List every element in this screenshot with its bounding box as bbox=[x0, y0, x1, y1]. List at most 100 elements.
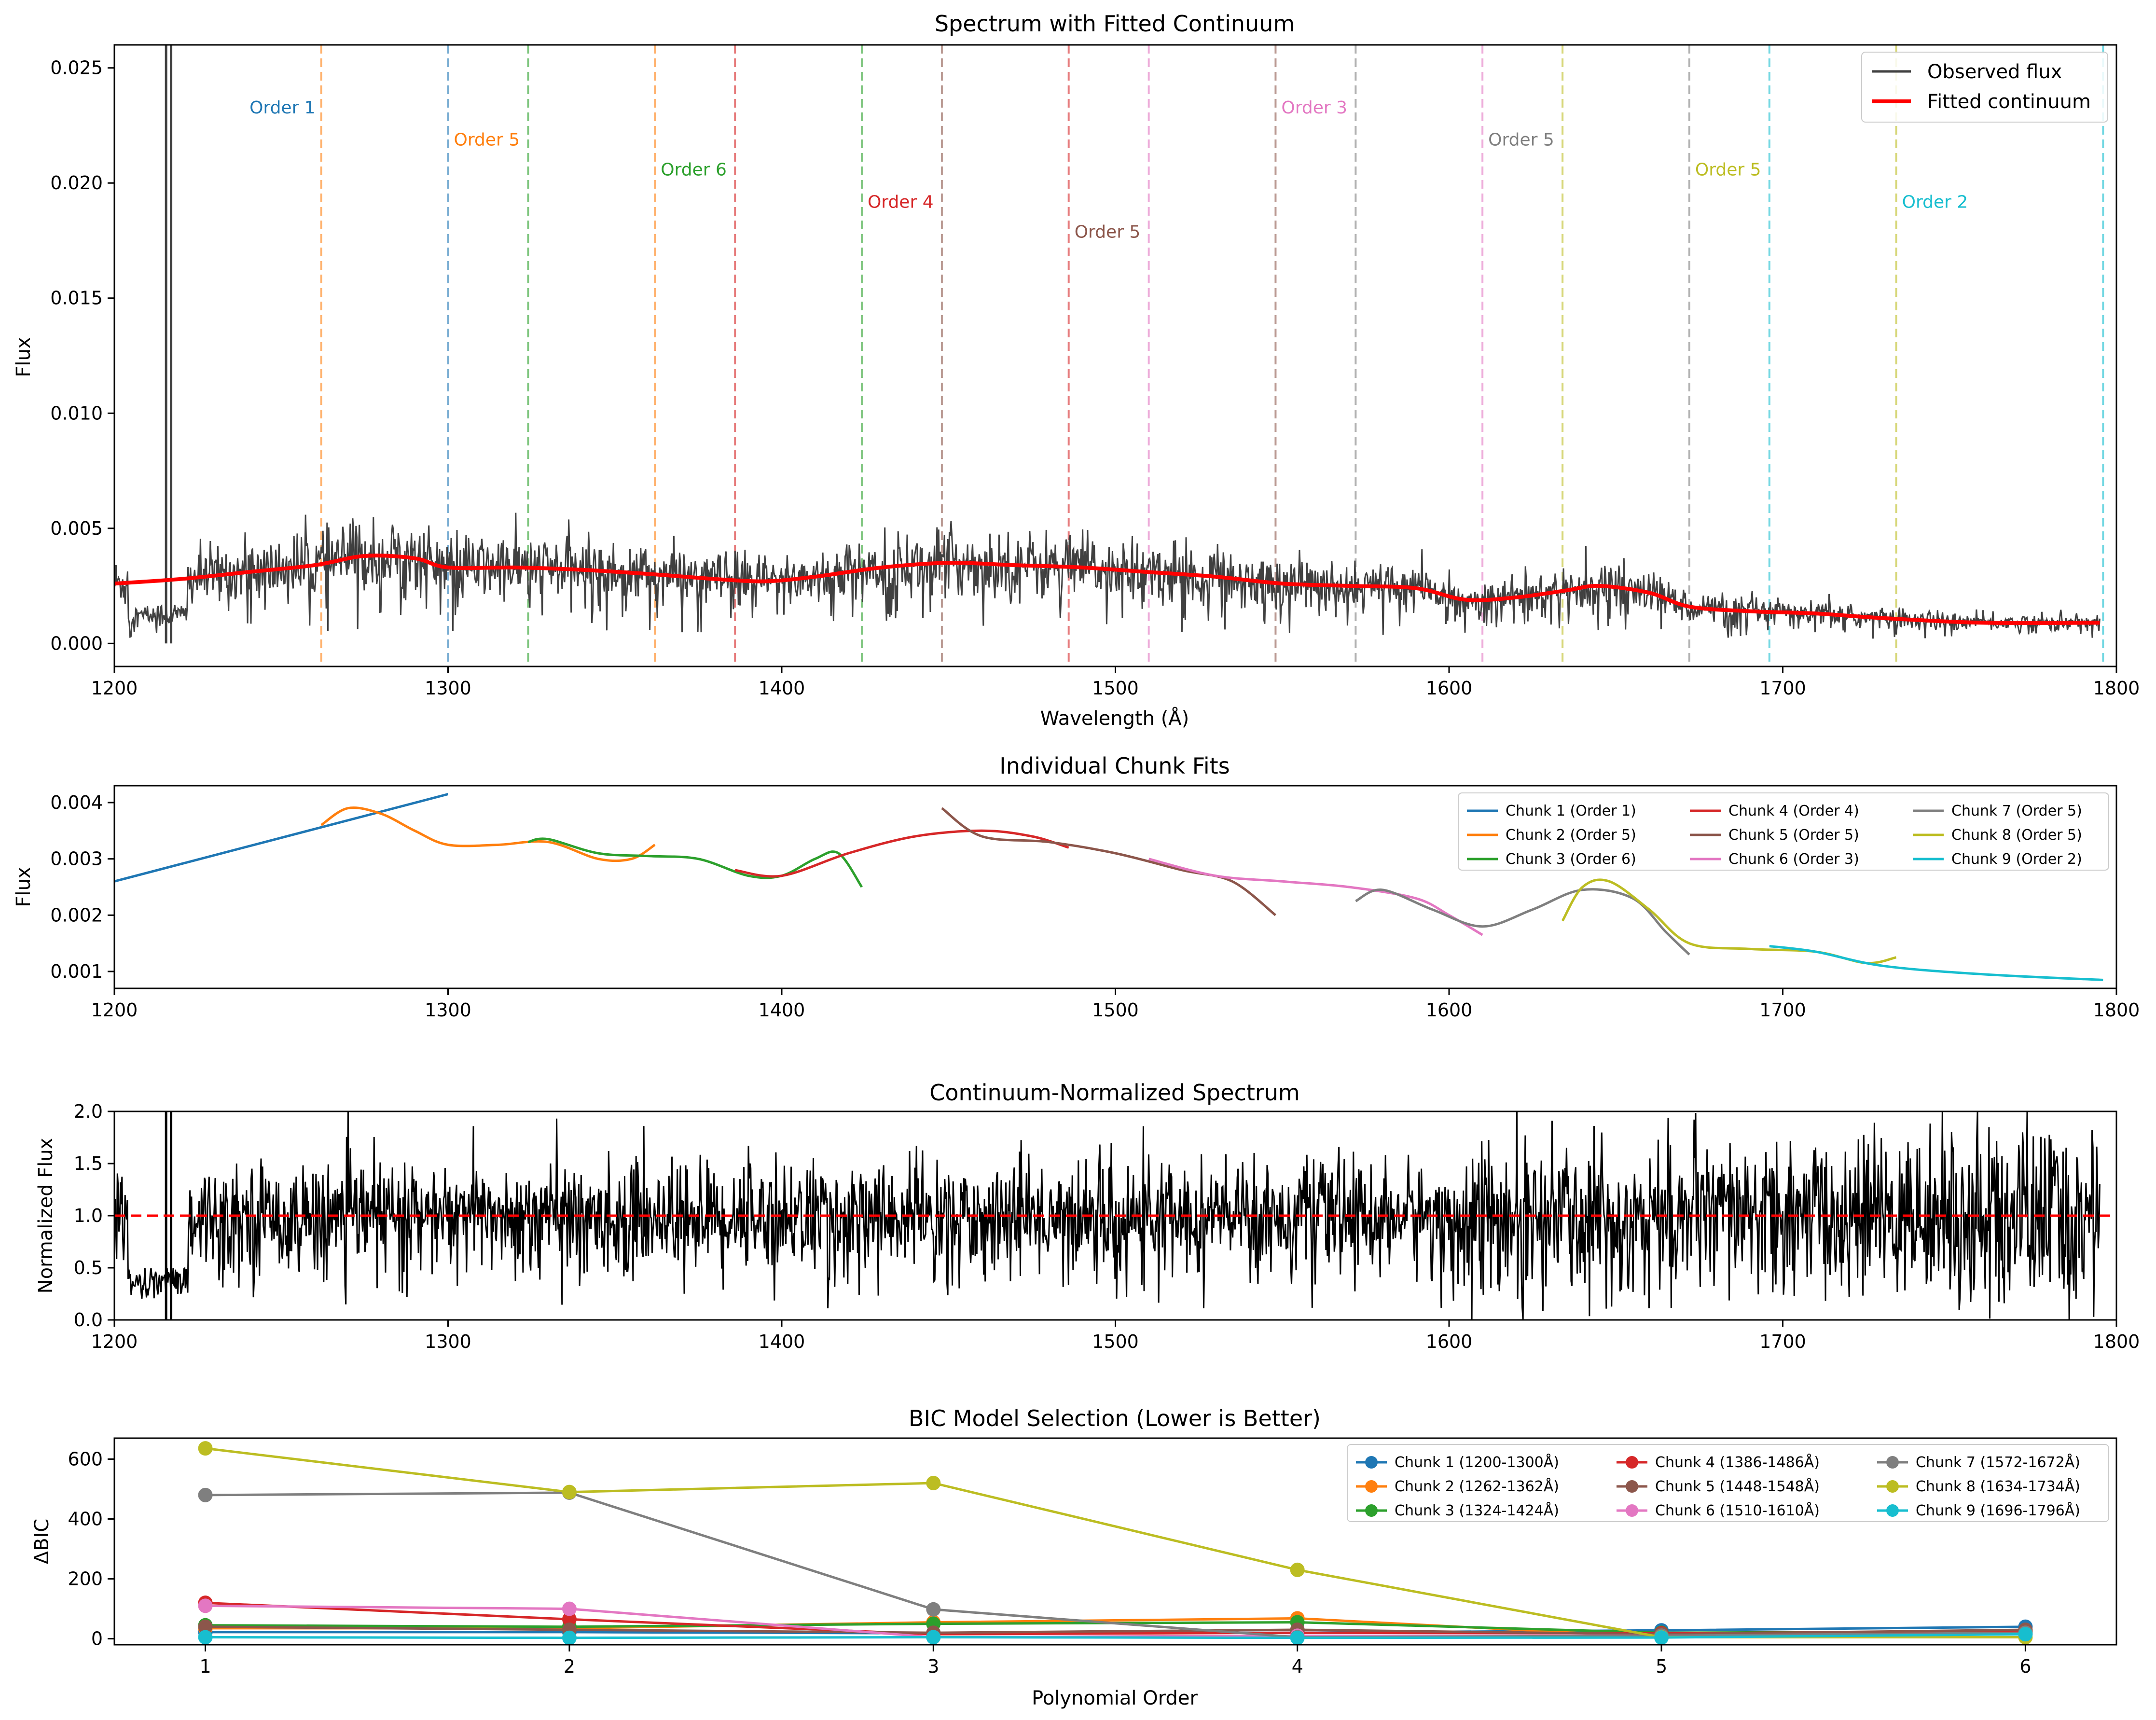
bic-point bbox=[562, 1630, 577, 1645]
order-label: Order 3 bbox=[1281, 98, 1347, 118]
x-tick-label: 1200 bbox=[91, 1331, 138, 1352]
bic-series-lines bbox=[198, 1441, 2033, 1645]
y-tick-label: 0.0 bbox=[74, 1309, 103, 1331]
normalized-panel-frame bbox=[113, 1110, 2117, 1321]
bic-panel-ylabel: ΔBIC bbox=[31, 1519, 53, 1565]
bic-point bbox=[198, 1598, 213, 1613]
chunk-fit-line bbox=[114, 793, 449, 883]
legend-label: Chunk 1 (1200-1300Å) bbox=[1395, 1454, 1559, 1471]
x-tick-label: 1 bbox=[199, 1656, 211, 1677]
x-tick-label: 1700 bbox=[1759, 999, 1806, 1021]
x-tick-label: 6 bbox=[2019, 1656, 2031, 1677]
bic-panel-frame bbox=[113, 1437, 2117, 1646]
y-tick-label: 0.5 bbox=[74, 1257, 103, 1278]
x-tick-label: 1800 bbox=[2093, 999, 2140, 1021]
legend-label: Chunk 8 (Order 5) bbox=[1951, 827, 2082, 844]
bic-point bbox=[562, 1601, 577, 1616]
bic-point bbox=[562, 1484, 577, 1499]
y-tick-label: 0.003 bbox=[50, 848, 103, 870]
x-tick-label: 1700 bbox=[1759, 678, 1806, 699]
chunk-fits-panel: Individual Chunk Fits 1200 1300 1400 1500 16… bbox=[13, 753, 2140, 1021]
legend-label: Chunk 9 (Order 2) bbox=[1951, 851, 2082, 868]
spectrum-panel-plot-area: Order 1 Order 5 Order 6 Order 4 Order 5 Order… bbox=[113, 45, 2104, 666]
x-tick-label: 1500 bbox=[1092, 678, 1139, 699]
x-tick-label: 4 bbox=[1292, 1656, 1303, 1677]
legend-label: Chunk 7 (Order 5) bbox=[1951, 803, 2082, 819]
fitted-continuum-line bbox=[114, 554, 2100, 625]
chunk-fit-line bbox=[1769, 945, 2103, 981]
y-tick-label: 0.002 bbox=[50, 904, 103, 926]
legend-continuum-label: Fitted continuum bbox=[1927, 91, 2091, 113]
bic-panel-xlabel: Polynomial Order bbox=[1032, 1687, 1198, 1709]
bic-point bbox=[198, 1630, 213, 1645]
legend-label: Chunk 3 (Order 6) bbox=[1506, 851, 1636, 868]
bic-legend: Chunk 1 (1200-1300Å) Chunk 2 (1262-1362Å)… bbox=[1347, 1444, 2109, 1522]
y-tick-label: 0.015 bbox=[50, 288, 103, 309]
normalized-flux-line bbox=[113, 1111, 2101, 1320]
legend-label: Chunk 6 (1510-1610Å) bbox=[1655, 1502, 1820, 1519]
chunk-fit-line bbox=[320, 806, 656, 862]
legend-label: Chunk 6 (Order 3) bbox=[1728, 851, 1859, 868]
bic-line bbox=[205, 1491, 2026, 1639]
spectrum-panel-title: Spectrum with Fitted Continuum bbox=[935, 11, 1295, 37]
spectrum-panel-ticks: 1200 1300 1400 1500 1600 1700 1800 0.000 0.005 0.… bbox=[50, 57, 2140, 699]
chunk-fit-line bbox=[527, 837, 863, 888]
spectrum-panel: Spectrum with Fitted Continuum 1200 1300 1… bbox=[13, 11, 2140, 730]
chunk-fit-lines bbox=[114, 793, 2103, 981]
spectrum-panel-frame bbox=[113, 44, 2117, 667]
legend-observed-label: Observed flux bbox=[1927, 61, 2062, 83]
legend-label: Chunk 7 (1572-1672Å) bbox=[1916, 1454, 2080, 1471]
legend-marker bbox=[1626, 1480, 1638, 1493]
y-tick-label: 0.004 bbox=[50, 792, 103, 813]
bic-point bbox=[926, 1602, 941, 1617]
legend-label: Chunk 2 (Order 5) bbox=[1506, 827, 1636, 844]
bic-point bbox=[198, 1619, 213, 1634]
chunk-fits-panel-frame bbox=[113, 785, 2117, 989]
x-tick-label: 1600 bbox=[1426, 678, 1473, 699]
legend-box bbox=[1458, 792, 2109, 871]
legend-label: Chunk 4 (Order 4) bbox=[1728, 803, 1859, 819]
bic-panel: BIC Model Selection (Lower is Better) 1 2… bbox=[31, 1405, 2117, 1709]
chunk-fits-panel-title: Individual Chunk Fits bbox=[999, 753, 1230, 779]
legend-label: Chunk 1 (Order 1) bbox=[1506, 803, 1636, 819]
chunk-fits-panel-ylabel: Flux bbox=[13, 867, 35, 907]
bic-panel-ticks: 1 2 3 4 5 6 0 200 400 600 bbox=[68, 1448, 2031, 1677]
spectrum-panel-ylabel: Flux bbox=[13, 337, 35, 377]
chunk-fits-legend: Chunk 1 (Order 1) Chunk 2 (Order 5) Chunk … bbox=[1458, 792, 2109, 871]
legend-marker bbox=[1626, 1456, 1638, 1469]
bic-point bbox=[1290, 1630, 1305, 1645]
bic-line bbox=[205, 1625, 2026, 1636]
x-tick-label: 1400 bbox=[759, 999, 805, 1021]
chunk-fit-line bbox=[734, 829, 1069, 878]
legend-marker bbox=[1886, 1504, 1899, 1517]
legend-marker bbox=[1886, 1480, 1899, 1493]
x-tick-label: 1400 bbox=[759, 678, 805, 699]
x-tick-label: 1500 bbox=[1092, 999, 1139, 1021]
legend-marker bbox=[1365, 1480, 1378, 1493]
x-tick-label: 1300 bbox=[425, 999, 471, 1021]
bic-line bbox=[205, 1633, 2026, 1639]
bic-panel-title: BIC Model Selection (Lower is Better) bbox=[909, 1405, 1321, 1431]
legend-marker bbox=[1365, 1504, 1378, 1517]
normalized-panel-ylabel: Normalized Flux bbox=[35, 1138, 57, 1294]
y-tick-label: 0.005 bbox=[50, 518, 103, 539]
x-tick-label: 1600 bbox=[1426, 1331, 1473, 1352]
order-label: Order 6 bbox=[661, 160, 727, 180]
x-tick-label: 2 bbox=[564, 1656, 575, 1677]
legend-box bbox=[1861, 52, 2108, 123]
normalized-panel-title: Continuum-Normalized Spectrum bbox=[929, 1080, 1300, 1106]
order-label: Order 5 bbox=[454, 130, 520, 150]
legend-label: Chunk 5 (1448-1548Å) bbox=[1655, 1478, 1820, 1495]
bic-point bbox=[1290, 1562, 1305, 1577]
x-tick-label: 1700 bbox=[1759, 1331, 1806, 1352]
y-tick-label: 0.010 bbox=[50, 402, 103, 424]
y-tick-label: 0 bbox=[91, 1628, 103, 1650]
normalized-panel-ticks: 1200 1300 1400 1500 1600 1700 1800 0.0 0.5 1.0 1.5… bbox=[74, 1101, 2140, 1352]
x-tick-label: 1800 bbox=[2093, 678, 2140, 699]
order-label: Order 2 bbox=[1902, 192, 1968, 212]
y-tick-label: 2.0 bbox=[74, 1101, 103, 1122]
chunk-fits-panel-ticks: 1200 1300 1400 1500 1600 1700 1800 0.001 0.002 0.… bbox=[50, 792, 2140, 1021]
y-tick-label: 0.001 bbox=[50, 961, 103, 982]
order-annotations: Order 1 Order 5 Order 6 Order 4 Order 5 Order… bbox=[249, 98, 1968, 242]
